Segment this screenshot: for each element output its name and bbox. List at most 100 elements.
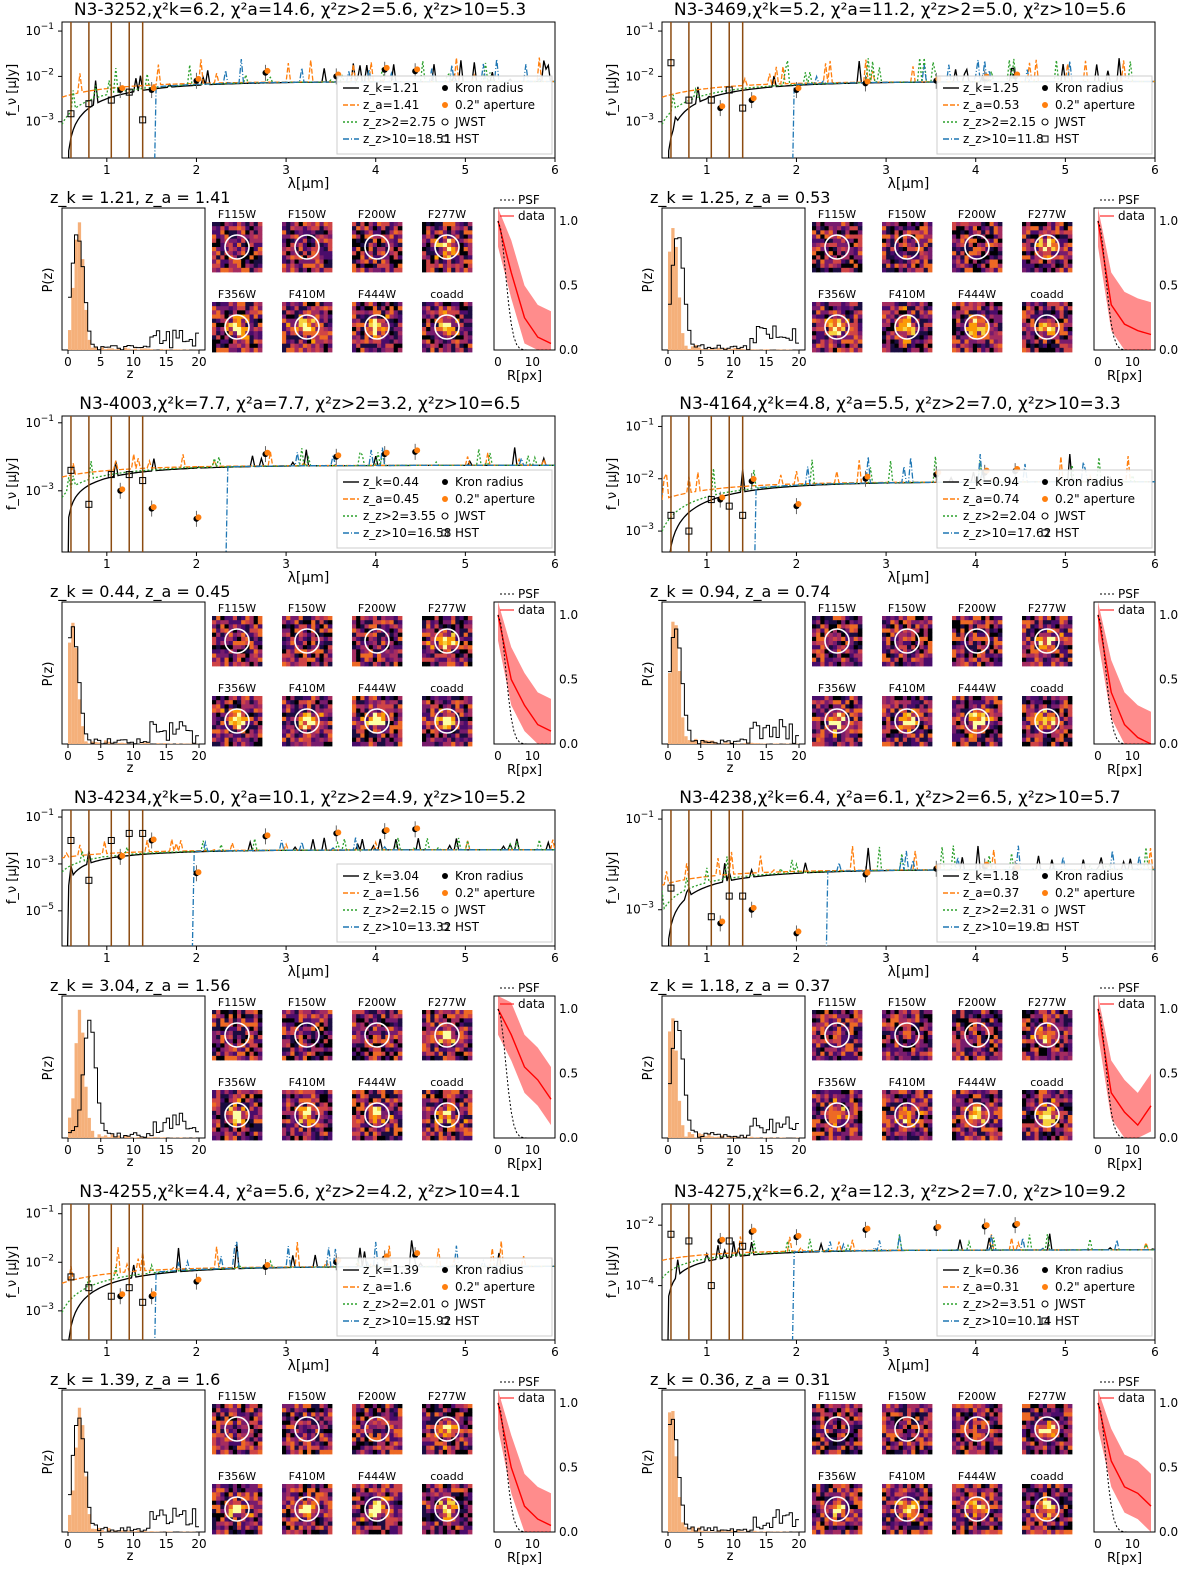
- legend-model-label: z_z>10=10.14: [963, 1314, 1051, 1328]
- y-tick-exponent: −1: [41, 414, 54, 424]
- y-tick-exponent: −2: [641, 1216, 654, 1226]
- cutout-stamp: [352, 302, 402, 352]
- cutout-stamp: [422, 302, 472, 352]
- legend-model-label: z_a=0.45: [363, 492, 419, 506]
- aperture-point: [414, 66, 420, 72]
- cutout-stamp: [282, 1010, 332, 1060]
- stamp-filter-label: F150W: [888, 1390, 926, 1403]
- radial-y-tick-label: 1.0: [559, 214, 578, 228]
- x-tick-label: 5: [462, 163, 470, 177]
- pz-x-tick-label: 0: [664, 749, 672, 763]
- aperture-point: [119, 853, 125, 859]
- pz-bar-aperture: [134, 349, 137, 350]
- sed-x-label: λ[μm]: [288, 964, 330, 980]
- x-tick-label: 4: [372, 557, 380, 571]
- aperture-point: [795, 501, 801, 507]
- pz-bar-aperture: [701, 1531, 704, 1532]
- y-tick-label: 10−1: [25, 1205, 54, 1221]
- psf-legend-label: PSF: [1118, 193, 1140, 207]
- radial-x-tick-label: 10: [525, 1143, 540, 1157]
- legend-model-label: z_z>2=2.75: [363, 115, 436, 129]
- pz-bar-aperture: [756, 1531, 759, 1532]
- y-tick-label: 10−5: [25, 902, 54, 918]
- pz-x-tick-label: 0: [64, 355, 72, 369]
- legend-model-label: z_a=0.74: [963, 492, 1019, 506]
- pz-x-tick-label: 0: [64, 749, 72, 763]
- x-tick-label: 1: [703, 163, 711, 177]
- sed-legend: z_k=0.94z_a=0.74z_z>2=2.04z_z>10=17.62Kr…: [937, 470, 1152, 548]
- legend-model-label: z_z>10=17.62: [963, 526, 1051, 540]
- x-tick-label: 1: [103, 951, 111, 965]
- sed-y-label: f_ν [μJy]: [605, 458, 620, 510]
- pz-bar-aperture: [763, 349, 766, 350]
- cutout-stamp: [882, 1484, 932, 1534]
- legend-model-label: z_a=0.53: [963, 98, 1019, 112]
- y-tick-exponent: −1: [641, 810, 654, 820]
- pz-bar-aperture: [763, 1531, 766, 1532]
- data-legend-label: data: [518, 1391, 545, 1405]
- pz-x-tick-label: 20: [191, 355, 206, 369]
- stamp-filter-label: F356W: [218, 288, 256, 301]
- radial-x-tick-label: 10: [1125, 749, 1140, 763]
- x-tick-label: 5: [462, 1345, 470, 1359]
- pz-bar-aperture: [114, 349, 117, 350]
- pz-bar-aperture: [691, 1134, 694, 1138]
- pz-bar-aperture: [697, 347, 700, 350]
- x-tick-label: 1: [103, 163, 111, 177]
- pz-x-tick-label: 5: [97, 1537, 105, 1551]
- sed-x-label: λ[μm]: [888, 1358, 930, 1374]
- radial-x-tick-label: 0: [1094, 1537, 1102, 1551]
- aperture-point: [384, 827, 390, 833]
- stamp-filter-label: F410M: [289, 1470, 326, 1483]
- cutout-stamp: [1022, 1484, 1072, 1534]
- radial-y-tick-label: 1.0: [1159, 1002, 1178, 1016]
- sed-legend: z_k=1.25z_a=0.53z_z>2=2.15z_z>10=11.8Kro…: [937, 76, 1152, 154]
- pz-bar-aperture: [684, 1137, 687, 1138]
- pz-bar-aperture: [763, 1137, 766, 1138]
- object-panel: N3-4238,χ²k=6.4, χ²a=6.1, χ²z>2=6.5, χ²z…: [600, 788, 1200, 1182]
- radial-x-tick-label: 10: [1125, 1143, 1140, 1157]
- y-tick-label: 10−3: [625, 113, 654, 129]
- x-tick-label: 2: [793, 951, 801, 965]
- radial-band: [498, 208, 551, 350]
- pz-bar-aperture: [730, 349, 733, 350]
- x-tick-label: 6: [551, 951, 559, 965]
- cutout-stamp: [422, 1010, 472, 1060]
- x-tick-label: 1: [703, 1345, 711, 1359]
- x-tick-label: 5: [1062, 557, 1070, 571]
- cutout-stamp: [952, 1484, 1002, 1534]
- pz-bar-aperture: [779, 1137, 782, 1138]
- cutout-stamp: [282, 616, 332, 666]
- x-tick-label: 2: [193, 557, 201, 571]
- pz-x-tick-label: 20: [191, 749, 206, 763]
- cutout-stamp: [812, 302, 862, 352]
- pz-bar-aperture: [163, 743, 166, 744]
- aperture-point: [151, 1291, 157, 1297]
- radial-x-label: R[px]: [507, 763, 542, 778]
- pz-bar-aperture: [91, 1131, 94, 1138]
- pz-y-label: P(z): [641, 268, 656, 293]
- object-panel: N3-3252,χ²k=6.2, χ²a=14.6, χ²z>2=5.6, χ²…: [0, 0, 600, 394]
- pz-bar-aperture: [727, 1531, 730, 1532]
- radial-y-tick-label: 0.0: [559, 1525, 578, 1539]
- pz-bar-aperture: [779, 1531, 782, 1532]
- legend-data-label: Kron radius: [1055, 81, 1123, 95]
- radial-x-label: R[px]: [1107, 763, 1142, 778]
- radial-y-tick-label: 1.0: [559, 1002, 578, 1016]
- aperture-point: [719, 919, 725, 925]
- pz-bar-aperture: [707, 349, 710, 350]
- legend-data-label: JWST: [1054, 115, 1086, 129]
- pz-axes-frame: [662, 996, 805, 1138]
- stamp-filter-label: F200W: [958, 602, 996, 615]
- pz-bar-aperture: [163, 349, 166, 350]
- stamp-filter-label: coadd: [430, 1470, 463, 1483]
- x-tick-label: 1: [703, 557, 711, 571]
- legend-model-label: z_z>10=16.58: [363, 526, 451, 540]
- radial-band: [498, 1390, 551, 1532]
- legend-marker: [442, 1284, 448, 1290]
- pz-x-tick-label: 15: [159, 1143, 174, 1157]
- radial-y-tick-label: 0.0: [1159, 1131, 1178, 1145]
- redshift-line: z_k = 0.36, z_a = 0.31: [650, 1370, 830, 1389]
- redshift-line: z_k = 1.25, z_a = 0.53: [650, 188, 830, 207]
- pz-bar-aperture: [111, 348, 114, 350]
